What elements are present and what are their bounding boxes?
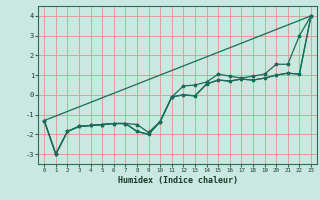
X-axis label: Humidex (Indice chaleur): Humidex (Indice chaleur) xyxy=(118,176,238,185)
